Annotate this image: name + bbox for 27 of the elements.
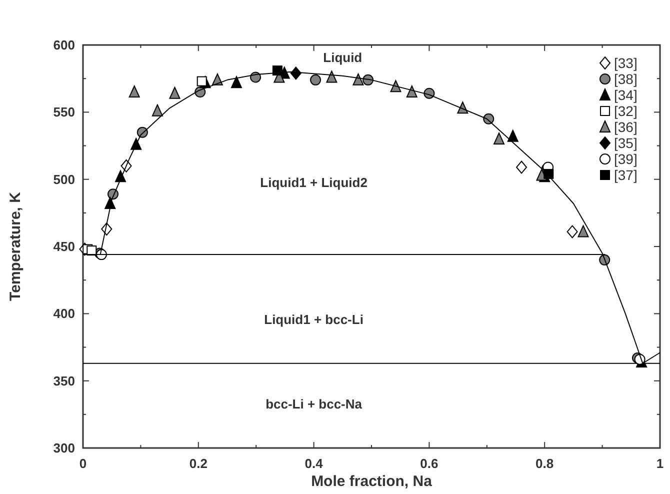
x-tick-label: 0.6 — [420, 456, 438, 471]
y-tick-label: 300 — [53, 440, 75, 456]
y-tick-label: 350 — [53, 373, 75, 388]
legend-label: [35] — [614, 135, 638, 151]
annotation: bcc-Li + bcc-Na — [266, 396, 363, 412]
y-tick-label: 400 — [53, 306, 75, 322]
x-tick-label: 0.8 — [536, 456, 554, 471]
y-tick-label: 500 — [53, 172, 75, 187]
legend-label: [32] — [614, 103, 638, 119]
annotation: Liquid — [323, 50, 362, 66]
x-tick-label: 0.4 — [304, 456, 324, 471]
x-tick-label: 1 — [656, 456, 664, 471]
legend-label: [33] — [614, 55, 638, 71]
annotation: Liquid1 + Liquid2 — [260, 175, 368, 190]
annotation: Liquid1 + bcc-Li — [264, 312, 364, 328]
legend-label: [38] — [614, 71, 638, 87]
legend-label: [37] — [614, 167, 638, 183]
x-tick-label: 0 — [79, 456, 87, 471]
legend-label: [36] — [614, 119, 638, 135]
y-tick-label: 550 — [53, 104, 75, 120]
y-tick-label: 450 — [53, 239, 75, 254]
legend-label: [34] — [614, 87, 638, 103]
y-tick-label: 600 — [53, 38, 75, 52]
x-tick-label: 0.2 — [189, 456, 208, 471]
x-axis-title: Mole fraction, Na — [311, 473, 433, 490]
legend-label: [39] — [614, 151, 638, 167]
y-axis-title: Temperature, K — [7, 192, 24, 301]
